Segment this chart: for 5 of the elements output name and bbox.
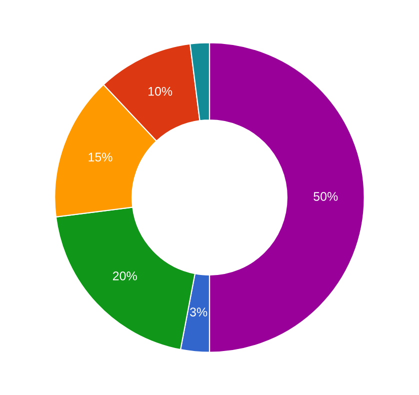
data-label: 20% (112, 272, 137, 280)
data-label: 15% (88, 152, 112, 162)
data-label: 50% (314, 192, 338, 201)
data-label: 3% (190, 308, 208, 316)
data-label: 10% (148, 86, 172, 96)
